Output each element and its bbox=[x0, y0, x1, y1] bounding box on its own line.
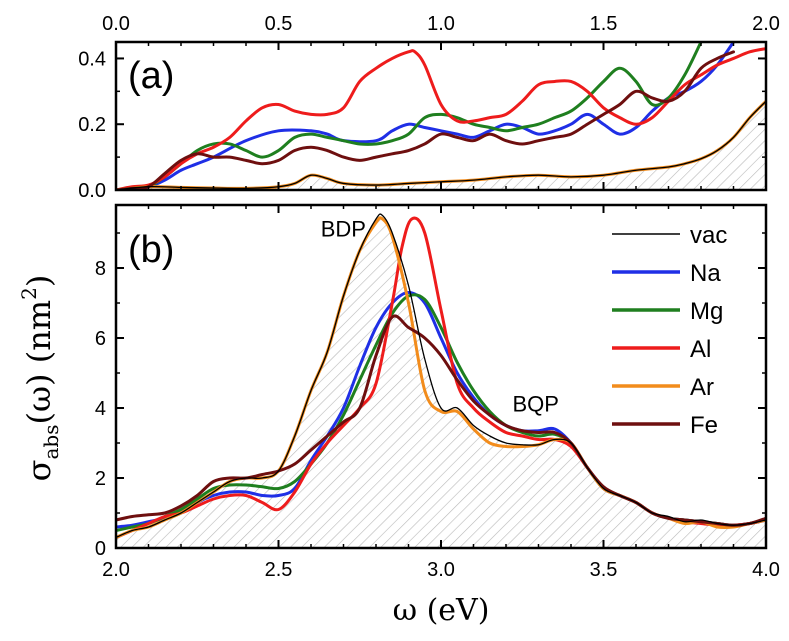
series-line-mg bbox=[116, 42, 703, 190]
y-axis-title-main: σ bbox=[20, 460, 58, 482]
hatched-area-vac bbox=[116, 101, 766, 190]
y-tick-label: 2 bbox=[95, 468, 106, 490]
x-tick-label: 0.0 bbox=[102, 13, 130, 35]
y-axis-title-sup: 2 bbox=[17, 287, 41, 300]
panel-b-label: (b) bbox=[128, 229, 174, 271]
annotation-bdp: BDP bbox=[321, 217, 366, 242]
series-line-fe bbox=[116, 50, 735, 190]
x-tick-label: 1.5 bbox=[590, 13, 618, 35]
svg-text:σabs(ω) (nm2): σabs(ω) (nm2) bbox=[17, 275, 63, 482]
panel-b-annotations: BDP BQP bbox=[321, 217, 559, 417]
legend-label-vac: vac bbox=[690, 222, 727, 249]
y-tick-label: 4 bbox=[95, 398, 106, 420]
y-tick-label: 6 bbox=[95, 328, 106, 350]
legend-label-mg: Mg bbox=[690, 298, 723, 325]
x-tick-label: 2.0 bbox=[102, 559, 130, 581]
legend-label-al: Al bbox=[690, 336, 711, 363]
legend-label-fe: Fe bbox=[690, 412, 718, 439]
panel-a-hatched-area bbox=[116, 101, 766, 190]
panel-a: 0.0 0.5 1.0 1.5 2.0 0.0 0.2 0.4 (a) bbox=[78, 13, 780, 202]
y-tick-label: 0.0 bbox=[78, 180, 106, 202]
legend-label-ar: Ar bbox=[690, 374, 714, 401]
x-tick-label: 2.0 bbox=[752, 13, 780, 35]
x-tick-label: 3.5 bbox=[590, 559, 618, 581]
y-tick-label: 8 bbox=[95, 258, 106, 280]
y-tick-label: 0.2 bbox=[78, 114, 106, 136]
panel-b-series bbox=[116, 213, 766, 539]
y-axis-title-sub: abs bbox=[39, 425, 63, 460]
x-tick-label: 0.5 bbox=[265, 13, 293, 35]
series-line-vac bbox=[116, 213, 766, 539]
series-line-vac bbox=[116, 100, 766, 190]
y-tick-label: 0.4 bbox=[78, 48, 106, 70]
panel-a-series bbox=[116, 42, 766, 190]
x-tick-label: 2.5 bbox=[265, 559, 293, 581]
legend-label-na: Na bbox=[690, 260, 721, 287]
y-tick-label: 0 bbox=[95, 538, 106, 560]
x-axis-title: ω (eV) bbox=[393, 593, 490, 628]
y-axis-title-rest: (ω) (nm bbox=[20, 300, 58, 425]
annotation-bqp: BQP bbox=[513, 392, 559, 417]
legend: vac Na Mg Al Ar Fe bbox=[612, 222, 727, 439]
y-axis-title: σabs(ω) (nm2) bbox=[17, 275, 63, 482]
panel-b-ticks: 2.0 2.5 3.0 3.5 4.0 0 2 4 6 8 bbox=[95, 205, 780, 581]
x-tick-label: 1.0 bbox=[427, 13, 455, 35]
x-tick-label: 3.0 bbox=[427, 559, 455, 581]
panel-b: 2.0 2.5 3.0 3.5 4.0 0 2 4 6 8 (b) BDP BQP vac Na Mg A… bbox=[95, 203, 780, 581]
x-tick-label: 4.0 bbox=[752, 559, 780, 581]
panel-a-label: (a) bbox=[128, 55, 174, 97]
series-line-al bbox=[116, 47, 766, 190]
y-axis-title-close: ) bbox=[20, 275, 58, 287]
panel-a-ticks: 0.0 0.5 1.0 1.5 2.0 0.0 0.2 0.4 bbox=[78, 13, 780, 202]
